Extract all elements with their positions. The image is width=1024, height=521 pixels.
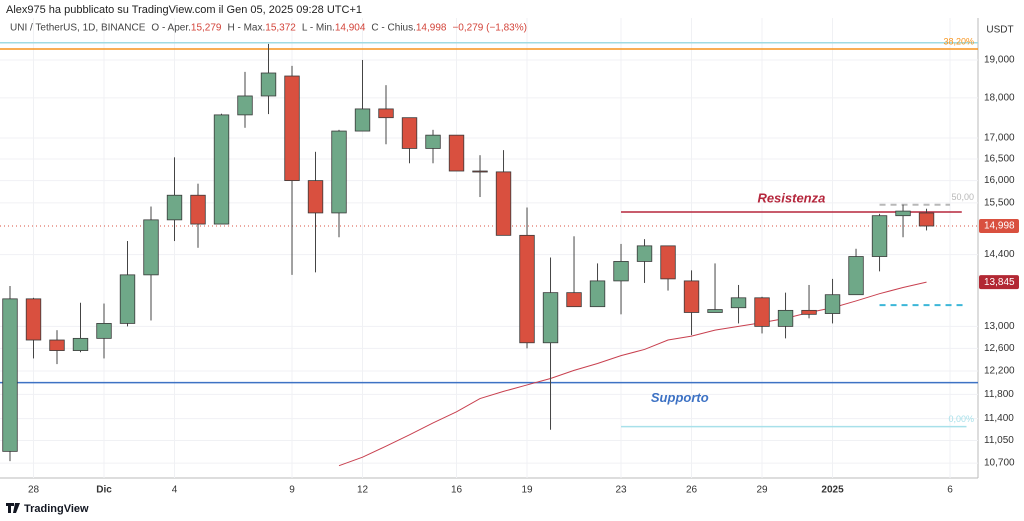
candle-body [284,75,300,182]
candle-body [754,297,770,327]
y-tick-label: 11,050 [984,435,1014,446]
candle-body [307,180,324,214]
candle-body [871,215,888,257]
y-tick-label: 16,000 [984,175,1015,186]
currency: USDT [986,25,1013,36]
x-tick-label: 6 [947,485,953,496]
y-tick-label: 13,000 [984,321,1015,332]
y-tick-label: 16,500 [984,154,1015,165]
candle-body [213,114,230,225]
overlay: UNI / TetherUS, 1D, BINANCE O - Aper. 15,2… [10,23,1019,496]
candle-body [542,292,559,344]
candle-body [260,72,277,97]
candle-body [824,294,841,314]
candle-body [636,245,653,262]
y-tick-label: 12,200 [984,366,1015,377]
y-tick-label: 12,600 [984,343,1015,354]
candle-body [895,210,911,217]
y-tick-label: 17,000 [984,133,1015,144]
plot [0,18,978,478]
candle-body [190,194,206,225]
x-tick-label: 16 [451,485,463,496]
annotation: Supporto [651,390,709,405]
price-tag-label: 14,998 [984,221,1015,232]
y-tick-label: 15,500 [984,198,1015,209]
legend-key: L - Min. [302,23,335,34]
candle-body [96,323,112,339]
level-label: 38,20% [943,36,974,46]
candle-body [707,309,723,313]
candle-body [683,280,700,313]
candle-body [730,297,747,309]
brand: TradingView [24,503,89,515]
symbol: UNI / TetherUS, 1D, BINANCE [10,23,146,34]
x-tick-label: 9 [289,485,295,496]
change: −0,279 (−1,83%) [452,23,527,34]
x-tick-label: 26 [686,485,698,496]
candle-body [777,309,794,327]
level-label: 50,00 [951,192,974,202]
x-tick-label: 29 [756,485,768,496]
legend-value: 14,998 [416,23,447,34]
y-tick-label: 10,700 [984,458,1015,469]
candle-body [848,256,864,296]
price-tag [979,219,1019,234]
candle-body [49,339,65,351]
candle-body [143,219,159,276]
publisher: Alex975 ha pubblicato su TradingView.com… [6,4,362,16]
legend-value: 14,904 [335,23,366,34]
candle-body [918,212,935,227]
y-tick-label: 11,400 [984,413,1014,424]
candle-body [237,95,253,116]
footer: TradingView [6,503,89,515]
candle-body [119,274,136,324]
annotation: Resistenza [757,190,825,205]
price-tag [979,275,1019,290]
x-tick-label: 2025 [821,485,844,496]
candle-body [2,298,18,452]
x-tick-label: 19 [521,485,533,496]
candle-body [25,298,42,341]
legend-key: C - Chius. [371,23,415,34]
candle-body [401,117,418,149]
candle-body [519,234,535,344]
logo [6,503,20,513]
y-tick-label: 19,000 [984,55,1015,66]
candle-body [801,309,817,315]
candle-body [613,261,629,282]
legend-key: O - Aper. [151,23,190,34]
legend-value: 15,372 [265,23,296,34]
x-tick-label: 28 [28,485,40,496]
legend-value: 15,279 [191,23,222,34]
x-tick-label: 4 [172,485,178,496]
level-label: 0,00% [948,414,974,424]
y-tick-label: 11,800 [984,389,1014,400]
x-tick-label: 12 [357,485,369,496]
candle-body [495,171,512,236]
y-tick-label: 18,000 [984,93,1015,104]
candle-body [660,245,676,280]
candle-body [425,134,441,149]
candle-body [589,280,606,308]
candle-body [378,108,394,119]
y-tick-label: 14,400 [984,249,1015,260]
x-tick-label: Dic [96,485,112,496]
candle-body [472,170,488,173]
candle-body [72,337,89,351]
candle-body [331,130,347,214]
price-tag-label: 13,845 [984,277,1015,288]
candle-body [166,194,183,221]
candle-body [448,134,465,172]
legend-key: H - Max. [227,23,265,34]
x-tick-label: 23 [615,485,627,496]
candle-body [566,292,582,308]
candle-body [354,108,371,132]
